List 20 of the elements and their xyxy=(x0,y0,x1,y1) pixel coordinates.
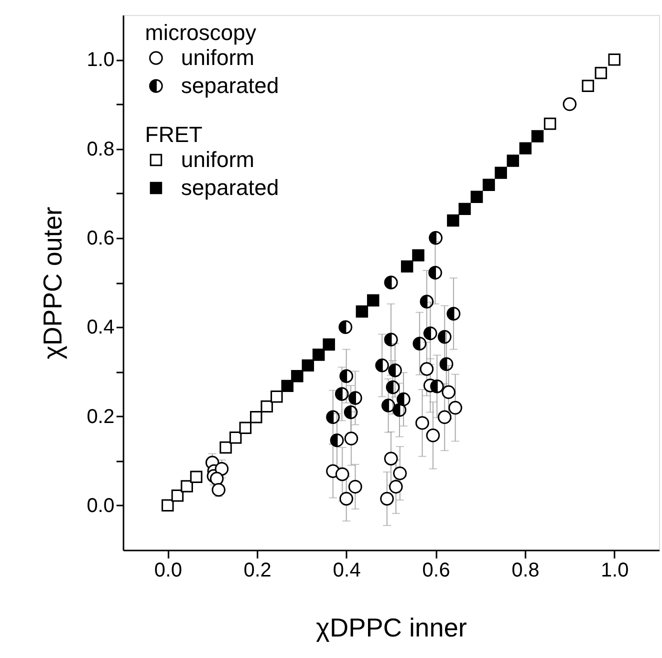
x-tick-label: 0.8 xyxy=(512,560,540,582)
x-tick-label: 0.0 xyxy=(154,560,182,582)
text: microscopy xyxy=(145,20,256,45)
text: FRET xyxy=(145,122,202,147)
legend-label: separated xyxy=(181,73,279,98)
x-tick-label: 0.4 xyxy=(332,560,361,582)
y-tick-label: 0.4 xyxy=(86,316,114,339)
y-axis-title: χDPPC outer xyxy=(38,206,68,360)
legend-label: separated xyxy=(181,175,279,200)
y-tick-label: 1.0 xyxy=(86,49,114,72)
legend-label: uniform xyxy=(181,45,254,70)
y-tick-label: 0.0 xyxy=(86,494,114,517)
x-tick-label: 1.0 xyxy=(600,560,629,582)
x-tick-label: 0.2 xyxy=(244,560,272,582)
y-tick-label: 0.6 xyxy=(86,227,114,250)
x-tick-label: 0.6 xyxy=(422,560,450,582)
y-tick-label: 0.8 xyxy=(86,138,114,160)
x-axis-title: χDPPC inner xyxy=(316,612,468,642)
legend-label: uniform xyxy=(181,147,254,172)
y-tick-label: 0.2 xyxy=(86,406,114,428)
